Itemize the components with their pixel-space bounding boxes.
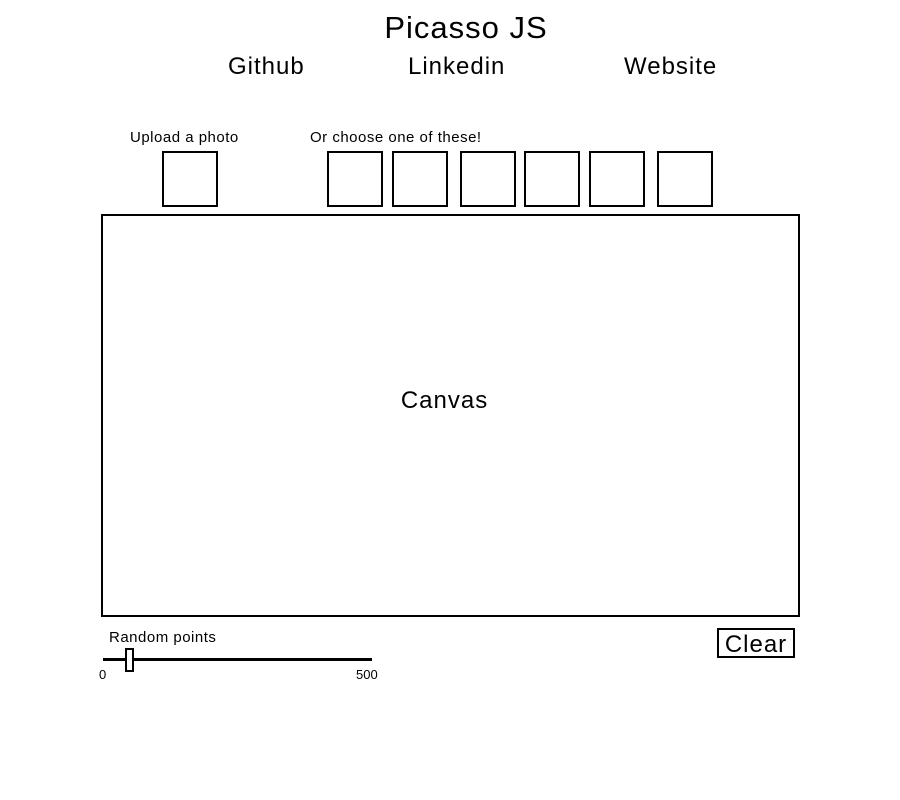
preset-image-1[interactable] bbox=[327, 151, 383, 207]
upload-label: Upload a photo bbox=[130, 129, 239, 146]
canvas-label: Canvas bbox=[400, 387, 489, 414]
random-points-label: Random points bbox=[109, 629, 217, 646]
nav-link-linkedin[interactable]: Linkedin bbox=[408, 53, 506, 80]
upload-photo-button[interactable] bbox=[162, 151, 218, 207]
clear-button[interactable]: Clear bbox=[717, 628, 795, 658]
page-title: Picasso JS bbox=[384, 10, 548, 45]
slider-max-label: 500 bbox=[356, 667, 378, 682]
presets-label: Or choose one of these! bbox=[310, 129, 482, 146]
preset-image-4[interactable] bbox=[524, 151, 580, 207]
nav-link-website[interactable]: Website bbox=[624, 53, 718, 80]
nav-link-github[interactable]: Github bbox=[228, 53, 305, 80]
random-points-slider-track[interactable] bbox=[103, 658, 372, 661]
preset-image-5[interactable] bbox=[589, 151, 645, 207]
drawing-canvas[interactable]: Canvas bbox=[101, 214, 800, 617]
preset-image-2[interactable] bbox=[392, 151, 448, 207]
preset-image-3[interactable] bbox=[460, 151, 516, 207]
preset-image-6[interactable] bbox=[657, 151, 713, 207]
slider-min-label: 0 bbox=[99, 667, 107, 682]
random-points-slider-thumb[interactable] bbox=[125, 648, 135, 672]
